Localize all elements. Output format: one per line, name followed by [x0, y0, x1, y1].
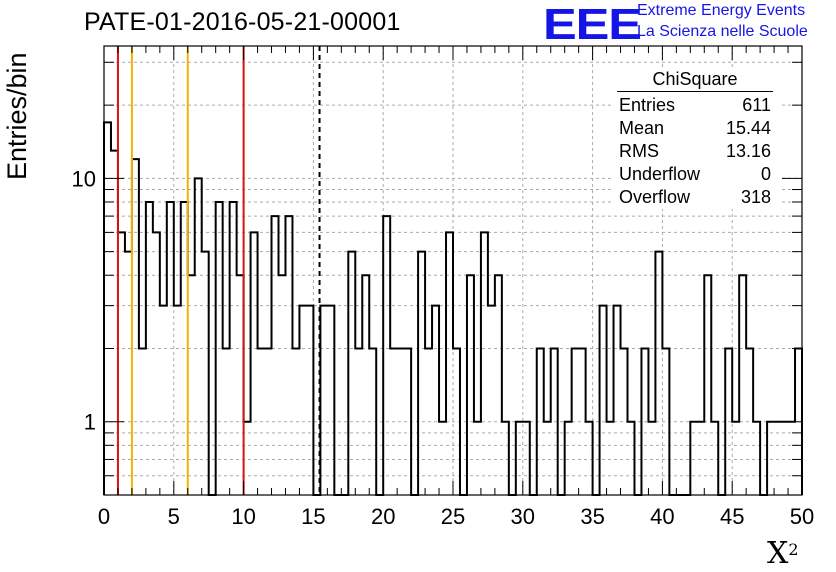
stats-row-entries: Entries 611 [611, 94, 779, 117]
x-tick-label: 5 [168, 504, 180, 529]
x-tick-label: 20 [371, 504, 395, 529]
y-tick-label: 10 [72, 166, 96, 191]
x-axis-label: X2 [767, 536, 799, 571]
stats-label: Underflow [619, 164, 701, 184]
stats-label: RMS [619, 141, 659, 161]
x-axis-label-text: X [767, 536, 789, 571]
axis-ticks [103, 46, 803, 496]
stats-row-underflow: Underflow 0 [611, 163, 779, 186]
stats-value: 15.44 [725, 118, 771, 138]
x-tick-label: 40 [650, 504, 674, 529]
logo-caption-2: La Scienza nelle Scuole [637, 23, 808, 40]
y-tick-label: 1 [84, 410, 96, 435]
stats-row-overflow: Overflow 318 [611, 186, 779, 209]
x-tick-label: 50 [790, 504, 814, 529]
x-tick-label: 25 [441, 504, 465, 529]
x-tick-label: 15 [301, 504, 325, 529]
stats-value: 611 [742, 95, 771, 115]
stats-title: ChiSquare [617, 68, 773, 92]
stats-value: 13.16 [725, 141, 771, 161]
stats-label: Mean [619, 118, 665, 138]
x-tick-label: 0 [98, 504, 110, 529]
x-tick-label: 10 [231, 504, 255, 529]
y-axis-label: Entries/bin [2, 52, 32, 180]
axis-tick-labels: 0 5 10 15 20 25 30 35 40 45 50 1 10 [72, 166, 815, 529]
stats-label: Entries [619, 95, 676, 115]
x-axis-label-sup: 2 [788, 540, 799, 559]
chart-title: PATE-01-2016-05-21-00001 [84, 8, 401, 36]
stats-row-mean: Mean 15.44 [611, 117, 779, 140]
stats-label: Overflow [619, 187, 691, 207]
x-tick-label: 45 [720, 504, 744, 529]
logo-caption-1: Extreme Energy Events [637, 2, 806, 19]
x-tick-label: 35 [580, 504, 604, 529]
eee-logo: EEE [543, 0, 642, 49]
stats-value: 0 [760, 164, 771, 184]
stats-box: ChiSquare Entries 611 Mean 15.44 RMS 13.16 … [611, 68, 779, 209]
x-tick-label: 30 [511, 504, 535, 529]
stats-value: 318 [740, 187, 771, 207]
stats-row-rms: RMS 13.16 [611, 140, 779, 163]
reference-lines [116, 46, 321, 495]
